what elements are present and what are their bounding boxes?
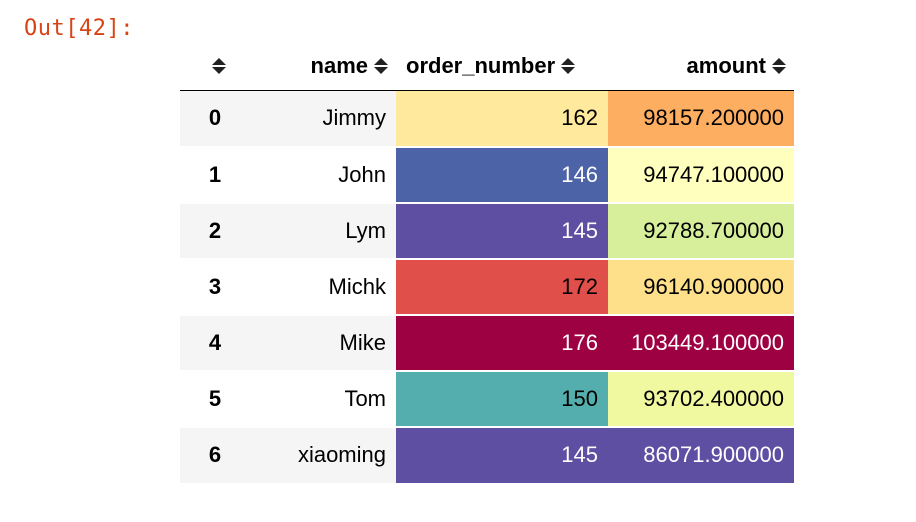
row-index: 5 — [180, 369, 250, 427]
row-index: 2 — [180, 201, 250, 259]
output-prompt: Out[42]: — [24, 16, 134, 41]
column-label: name — [310, 52, 368, 78]
cell-name: John — [250, 145, 396, 203]
row-index: 3 — [180, 257, 250, 315]
column-header-amount[interactable]: amount — [608, 40, 794, 91]
column-label: order_number — [406, 52, 556, 78]
cell-order-number: 172 — [396, 257, 608, 315]
sort-icon[interactable] — [561, 57, 576, 75]
cell-order-number: 145 — [396, 201, 608, 259]
column-header-order-number[interactable]: order_number — [396, 40, 608, 91]
cell-amount: 103449.100000 — [608, 313, 794, 371]
cell-amount: 92788.700000 — [608, 201, 794, 259]
table-row: 6 xiaoming 145 86071.900000 — [180, 425, 794, 483]
table-row: 0 Jimmy 162 98157.200000 — [180, 90, 794, 147]
sort-icon[interactable] — [374, 57, 388, 75]
cell-name: Tom — [250, 369, 396, 427]
cell-name: Jimmy — [250, 90, 396, 147]
table-body: 0 Jimmy 162 98157.200000 1 John 146 94747.10000… — [180, 90, 794, 483]
cell-amount: 93702.400000 — [608, 369, 794, 427]
cell-amount: 94747.100000 — [608, 145, 794, 203]
cell-name: Mike — [250, 313, 396, 371]
row-index: 0 — [180, 90, 250, 147]
cell-name: Michk — [250, 257, 396, 315]
cell-amount: 86071.900000 — [608, 425, 794, 483]
column-label: amount — [686, 52, 766, 78]
cell-name: Lym — [250, 201, 396, 259]
cell-order-number: 150 — [396, 369, 608, 427]
table-row: 5 Tom 150 93702.400000 — [180, 369, 794, 427]
cell-order-number: 176 — [396, 313, 608, 371]
row-index: 6 — [180, 425, 250, 483]
cell-order-number: 162 — [396, 90, 608, 147]
cell-amount: 98157.200000 — [608, 90, 794, 147]
table-row: 1 John 146 94747.100000 — [180, 145, 794, 203]
dataframe-table: name order_number amount 0 Jimmy 162 98157.… — [180, 40, 794, 483]
cell-amount: 96140.900000 — [608, 257, 794, 315]
table-row: 3 Michk 172 96140.900000 — [180, 257, 794, 315]
index-header[interactable] — [180, 40, 250, 91]
sort-icon[interactable] — [772, 57, 786, 75]
cell-order-number: 145 — [396, 425, 608, 483]
row-index: 1 — [180, 145, 250, 203]
cell-name: xiaoming — [250, 425, 396, 483]
table-row: 4 Mike 176 103449.100000 — [180, 313, 794, 371]
header-row: name order_number amount — [180, 40, 794, 91]
sort-icon[interactable] — [212, 57, 226, 75]
cell-order-number: 146 — [396, 145, 608, 203]
table-row: 2 Lym 145 92788.700000 — [180, 201, 794, 259]
row-index: 4 — [180, 313, 250, 371]
column-header-name[interactable]: name — [250, 40, 396, 91]
